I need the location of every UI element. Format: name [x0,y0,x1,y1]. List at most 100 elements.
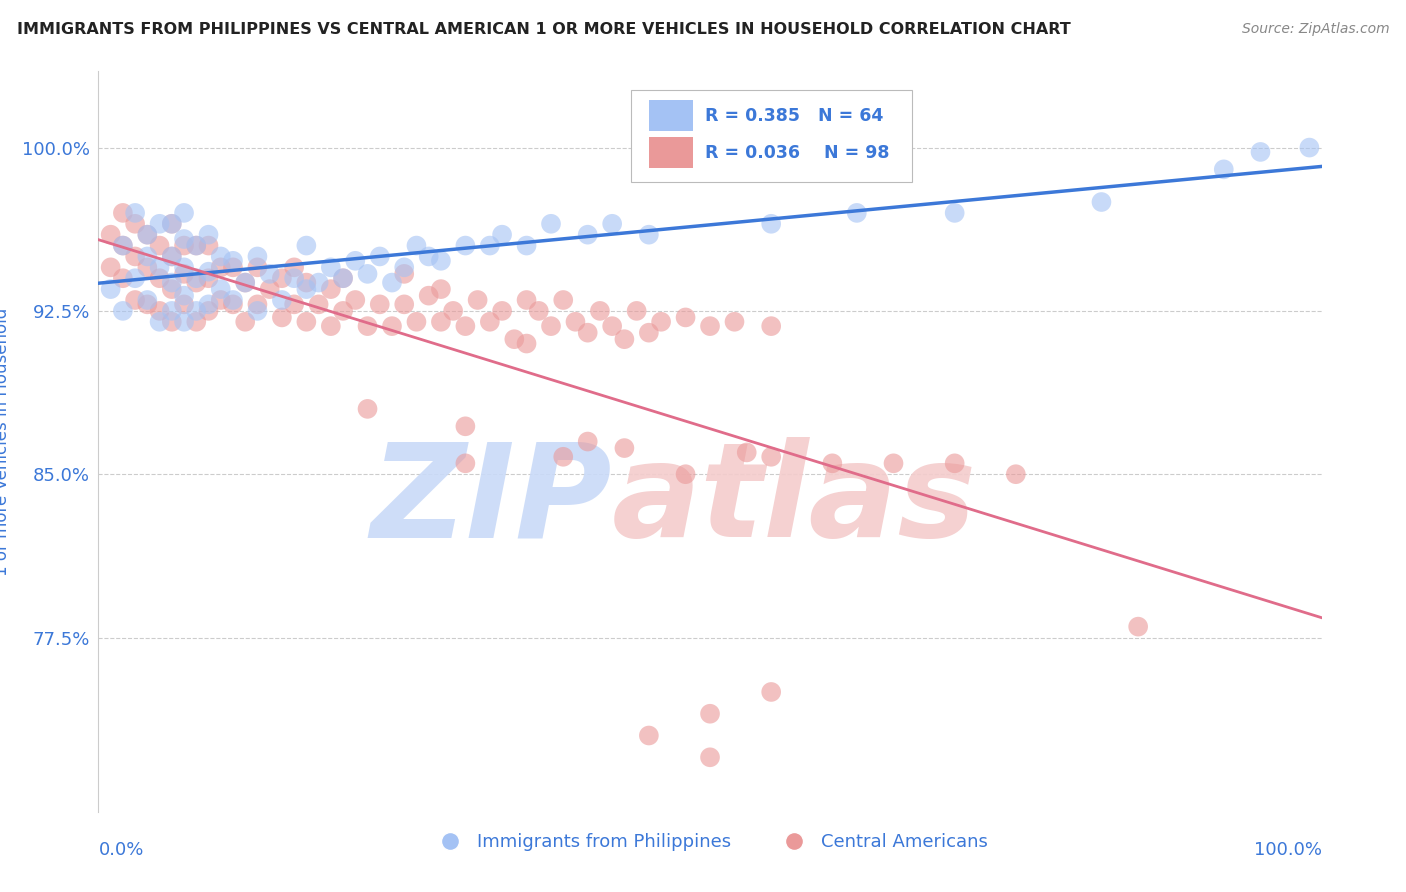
Point [576,227,599,242]
Point [308,297,330,311]
Point [515,336,537,351]
Point [197,271,219,285]
Point [173,315,195,329]
Text: Source: ZipAtlas.com: Source: ZipAtlas.com [1241,22,1389,37]
Point [283,260,305,275]
Point [332,304,354,318]
Point [160,304,183,318]
Point [136,250,159,264]
Point [173,232,195,246]
Point [149,238,172,252]
Point [186,271,208,285]
Point [209,293,232,307]
Point [233,315,256,329]
Point [405,315,427,329]
Point [381,276,404,290]
Point [197,227,219,242]
Point [356,267,378,281]
Point [246,250,269,264]
Point [1212,162,1234,177]
Point [637,326,661,340]
Point [259,282,281,296]
Point [197,297,219,311]
Point [344,253,367,268]
Point [173,288,195,302]
Point [761,217,783,231]
Point [761,319,783,334]
Point [454,456,477,470]
Point [589,304,612,318]
Point [186,315,208,329]
Point [149,260,172,275]
Point [821,456,844,470]
Point [246,297,269,311]
Text: R = 0.385   N = 64: R = 0.385 N = 64 [706,107,883,125]
Point [186,238,208,252]
Point [111,238,134,252]
Point [699,750,721,764]
Point [675,310,697,325]
Point [430,253,453,268]
Point [1128,619,1150,633]
Point [943,206,966,220]
Point [332,271,354,285]
Point [515,238,537,252]
Point [600,217,623,231]
Point [491,227,513,242]
Point [100,260,122,275]
Point [356,319,378,334]
Point [160,217,183,231]
Point [344,293,367,307]
Point [1249,145,1271,159]
Point [699,706,721,721]
Point [613,332,636,346]
Point [637,227,661,242]
Point [209,250,232,264]
Point [149,271,172,285]
Point [270,310,294,325]
Point [478,238,501,252]
Point [503,332,526,346]
Point [222,293,245,307]
Point [430,282,453,296]
Point [540,319,562,334]
Text: 0.0%: 0.0% [98,841,143,859]
Point [467,293,489,307]
Point [576,434,599,449]
Point [149,304,172,318]
Point [418,288,440,302]
Point [553,293,575,307]
Point [100,282,122,296]
Point [222,253,245,268]
Point [173,267,195,281]
Point [845,206,868,220]
Point [454,419,477,434]
Point [160,250,183,264]
Point [491,304,513,318]
Point [368,250,391,264]
Point [149,315,172,329]
Point [186,276,208,290]
Point [124,217,146,231]
Point [392,267,416,281]
Point [295,238,318,252]
Text: R = 0.036    N = 98: R = 0.036 N = 98 [706,144,890,161]
Point [553,450,575,464]
Point [173,297,195,311]
Point [613,441,636,455]
Point [173,206,195,220]
Point [160,276,183,290]
Point [209,260,232,275]
Point [576,326,599,340]
Y-axis label: 1 or more Vehicles in Household: 1 or more Vehicles in Household [0,308,11,575]
Point [454,238,477,252]
Point [124,293,146,307]
Text: atlas: atlas [612,437,977,565]
Point [735,445,758,459]
Point [100,227,122,242]
Point [136,293,159,307]
Point [111,304,134,318]
Point [478,315,501,329]
Point [308,276,330,290]
Point [259,267,281,281]
